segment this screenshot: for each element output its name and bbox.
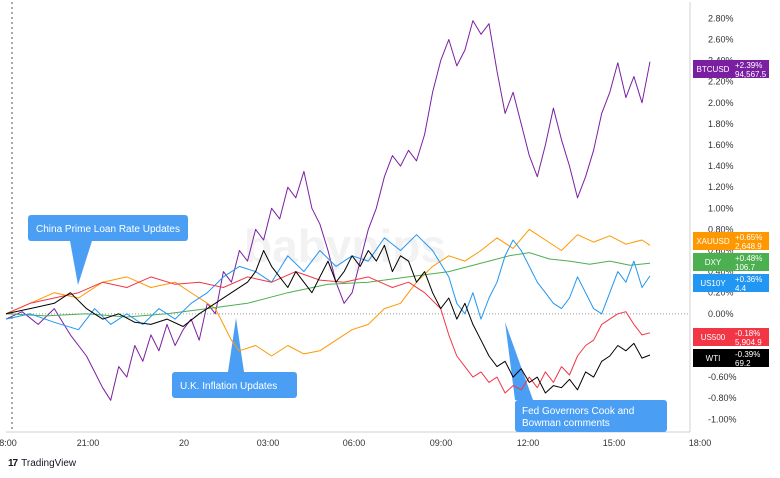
price-tag-value-bg <box>733 232 769 250</box>
callout-text-line: Bowman comments <box>522 418 610 429</box>
price-tag-us500: US500 -0.18%5,904.9 <box>693 328 769 347</box>
price-tag-value-bg <box>733 349 769 367</box>
y-tick-label: 1.60% <box>708 140 734 150</box>
callout-box <box>515 400 667 432</box>
y-tick-label: 0.40% <box>708 267 734 277</box>
y-tick-label: 1.20% <box>708 182 734 192</box>
series-line-wti <box>5 244 651 394</box>
y-tick-label: 2.60% <box>708 35 734 45</box>
y-tick-label: -0.60% <box>708 372 737 382</box>
y-tick-label: 2.80% <box>708 13 734 23</box>
annotation-callouts: China Prime Loan Rate Updates U.K. Inflat… <box>28 215 667 432</box>
price-tag-change: -0.18% <box>735 329 760 338</box>
price-tag-name-bg <box>693 328 733 346</box>
annotation-callout: U.K. Inflation Updates <box>172 318 297 398</box>
price-tag-symbol: US500 <box>701 333 726 342</box>
tradingview-logo-text: TradingView <box>21 458 77 469</box>
price-tag-price: 5,904.9 <box>735 338 762 347</box>
price-tag-xauusd: XAUUSD +0.65%2,648.9 <box>693 232 769 251</box>
price-tag-price: 2,648.9 <box>735 242 762 251</box>
y-tick-label: 2.00% <box>708 98 734 108</box>
series-layer <box>5 20 651 401</box>
price-tag-symbol: BTCUSD <box>697 65 730 74</box>
callout-text-line: Fed Governors Cook and <box>522 406 634 417</box>
x-tick-label: 12:00 <box>517 438 540 448</box>
x-tick-label: 21:00 <box>77 438 100 448</box>
price-tag-name-bg <box>693 60 733 78</box>
x-tick-label: 20 <box>179 438 189 448</box>
x-tick-label: 06:00 <box>343 438 366 448</box>
y-tick-label: 1.40% <box>708 161 734 171</box>
x-tick-label: 18:00 <box>689 438 712 448</box>
price-tag-price: 94,567.5 <box>735 70 767 79</box>
price-tag-value-bg <box>733 253 769 271</box>
y-tick-label: -1.00% <box>708 414 737 424</box>
callout-pointer <box>228 318 244 372</box>
callout-box <box>28 215 188 241</box>
price-tag-change: +2.39% <box>735 61 762 70</box>
price-tag-symbol: WTI <box>706 354 721 363</box>
tradingview-logo: 17 TradingView <box>8 458 76 469</box>
x-tick-label: 15:00 <box>603 438 626 448</box>
price-tag-price: 4.4 <box>735 284 747 293</box>
series-line-xauusd <box>5 228 651 357</box>
price-tag-name-bg <box>693 349 733 367</box>
x-tick-label: 8:00 <box>0 438 17 448</box>
series-line-btcusd <box>5 20 651 401</box>
y-tick-label: 2.20% <box>708 77 734 87</box>
series-line-us500 <box>5 271 651 394</box>
x-tick-label: 09:00 <box>430 438 453 448</box>
callout-text: China Prime Loan Rate Updates <box>36 224 180 235</box>
price-tag-value-bg <box>733 328 769 346</box>
tradingview-logo-icon: 17 <box>8 458 18 469</box>
price-tag-wti: WTI -0.39%69.2 <box>693 349 769 368</box>
price-tag-symbol: XAUUSD <box>696 237 730 246</box>
annotation-callout: China Prime Loan Rate Updates <box>28 215 188 285</box>
y-tick-label: 0.00% <box>708 309 734 319</box>
y-tick-label: 0.20% <box>708 288 734 298</box>
price-tag-name-bg <box>693 253 733 271</box>
price-tag-change: +0.48% <box>735 254 762 263</box>
y-tick-label: 1.00% <box>708 203 734 213</box>
y-tick-label: 0.80% <box>708 224 734 234</box>
callout-text: Fed Governors Cook and Bowman comments <box>522 406 634 429</box>
y-tick-label: 1.80% <box>708 119 734 129</box>
price-tag-value-bg <box>733 60 769 78</box>
callout-box <box>172 372 297 398</box>
price-tag-change: +0.36% <box>735 275 762 284</box>
price-tag-us10y: US10Y +0.36%4.4 <box>693 274 769 293</box>
price-tag-change: -0.39% <box>735 350 760 359</box>
price-tag-price: 69.2 <box>735 359 751 368</box>
price-tag-btcusd: BTCUSD +2.39%94,567.5 <box>693 60 769 79</box>
x-tick-label: 03:00 <box>257 438 280 448</box>
series-line-us10y <box>5 234 651 331</box>
price-tag-symbol: US10Y <box>700 279 726 288</box>
price-tag-name-bg <box>693 232 733 250</box>
price-tags: BTCUSD +2.39%94,567.5 XAUUSD +0.65%2,648.9 D… <box>693 60 769 368</box>
price-tag-price: 106.7 <box>735 263 756 272</box>
watermark-text: babypips <box>244 220 446 272</box>
price-tag-change: +0.65% <box>735 233 762 242</box>
price-tag-dxy: DXY +0.48%106.7 <box>693 253 769 272</box>
callout-pointer <box>70 241 92 285</box>
series-line-dxy <box>5 252 651 318</box>
callout-pointer <box>505 322 533 400</box>
y-tick-label: 0.60% <box>708 246 734 256</box>
annotation-callout: Fed Governors Cook and Bowman comments <box>505 322 667 432</box>
callout-text: U.K. Inflation Updates <box>180 381 277 392</box>
price-tag-name-bg <box>693 274 733 292</box>
y-tick-label: -0.80% <box>708 393 737 403</box>
price-tag-value-bg <box>733 274 769 292</box>
price-tag-symbol: DXY <box>705 258 722 267</box>
